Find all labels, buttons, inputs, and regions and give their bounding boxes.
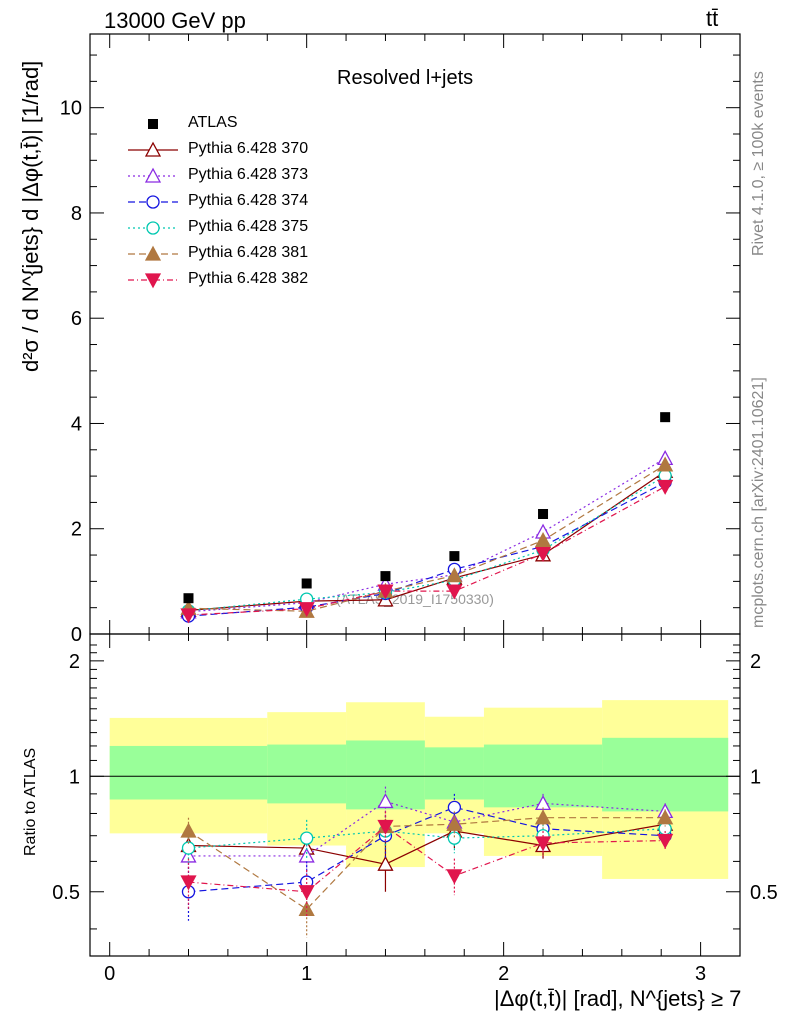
mc-ratio-point [657, 809, 674, 825]
mc-line-ratio [188, 800, 666, 857]
mc-line-ratio [188, 806, 666, 893]
ratio-stat-band [109, 745, 268, 800]
ratio-plot-frame [89, 633, 741, 957]
x-tick-label: 1 [301, 963, 312, 985]
mc-ratio-point [446, 869, 463, 885]
mc-point [657, 456, 674, 472]
mc-point [180, 608, 197, 624]
mc-point [657, 479, 674, 495]
mc-point [446, 584, 463, 600]
mc-line-main [188, 464, 666, 612]
legend-label-382: Pythia 6.428 382 [188, 270, 309, 287]
atlas-data-point [538, 509, 549, 519]
x-axis-label: |Δφ(t,t̄)| [rad], N^{jets} ≥ 7 [494, 986, 742, 1011]
chart-title: Resolved l+jets [337, 67, 474, 89]
y-tick-label: 6 [71, 308, 82, 330]
mc-line-ratio [188, 825, 666, 893]
mc-line-main [188, 475, 666, 612]
ratio-stat-band [424, 747, 484, 800]
mc-series-5-main [180, 479, 674, 624]
legend-label-373: Pythia 6.428 373 [188, 166, 309, 183]
atlas-data-point [183, 593, 194, 604]
legend-marker-0 [144, 141, 162, 157]
x-tick-label: 3 [695, 963, 706, 985]
mc-line-ratio [188, 823, 666, 865]
mc-point [446, 567, 463, 583]
main-plot-frame [89, 33, 741, 635]
mc-ratio-point [657, 833, 674, 849]
ratio-y-tick-label-right: 2 [750, 651, 761, 673]
ratio-y-tick-label-left: 0.5 [52, 882, 80, 904]
atlas-data-point [449, 551, 460, 562]
mc-line-main [188, 481, 666, 617]
legend-marker-2 [146, 195, 160, 209]
y-tick-label: 2 [71, 519, 82, 541]
y-tick-label: 8 [71, 203, 82, 225]
legend-marker-atlas [148, 119, 158, 129]
header-process-label: 13000 GeV pp [104, 8, 246, 33]
y-tick-label: 0 [71, 624, 82, 646]
ratio-y-tick-label-left: 1 [69, 766, 80, 788]
legend-label-atlas: ATLAS [188, 114, 238, 131]
legend-marker-1 [144, 167, 162, 183]
mc-ratio-point [534, 809, 552, 825]
atlas-data-point [660, 412, 671, 423]
mc-point [534, 532, 552, 548]
mc-line-main [188, 457, 666, 613]
legend-label-381: Pythia 6.428 381 [188, 244, 309, 261]
x-tick-label: 0 [104, 963, 115, 985]
mc-point [298, 602, 315, 618]
mc-ratio-point [377, 793, 394, 809]
mc-ratio-point [446, 815, 463, 831]
legend-marker-4 [144, 245, 162, 261]
mc-line-main [188, 470, 666, 611]
mc-ratio-point [377, 855, 394, 871]
legend-label-375: Pythia 6.428 375 [188, 218, 309, 235]
atlas-data-point [380, 571, 391, 582]
mc-ratio-point [377, 819, 394, 835]
legend-label-370: Pythia 6.428 370 [188, 140, 309, 157]
legend-label-374: Pythia 6.428 374 [188, 192, 309, 209]
y-tick-label: 4 [71, 413, 82, 435]
header-final-state-label: tt̄ [706, 6, 719, 31]
mc-point [377, 584, 394, 600]
mc-line-ratio [188, 817, 666, 911]
ratio-stat-band [267, 744, 347, 804]
mc-ratio-point [300, 831, 314, 845]
mc-ratio-point [180, 822, 197, 838]
mc-ratio-point [181, 841, 196, 855]
analysis-id-annotation: (ATLAS_2019_I1750330) [336, 591, 494, 607]
ratio-stat-band [602, 737, 729, 812]
ratio-y-tick-label-left: 2 [69, 651, 80, 673]
ratio-y-tick-label-right: 1 [750, 766, 761, 788]
ratio-y-tick-label-right: 0.5 [750, 882, 778, 904]
mc-line-ratio [188, 828, 666, 849]
legend-marker-5 [144, 273, 162, 289]
mc-point [534, 546, 552, 562]
atlas-data-point [301, 578, 312, 589]
mc-series-5-ratio [180, 811, 674, 917]
mc-ratio-point [298, 885, 315, 901]
y-tick-label: 10 [60, 98, 82, 120]
x-tick-label: 2 [498, 963, 509, 985]
legend-marker-3 [146, 221, 160, 235]
mc-ratio-point [180, 875, 197, 891]
mc-ratio-point [534, 836, 552, 852]
